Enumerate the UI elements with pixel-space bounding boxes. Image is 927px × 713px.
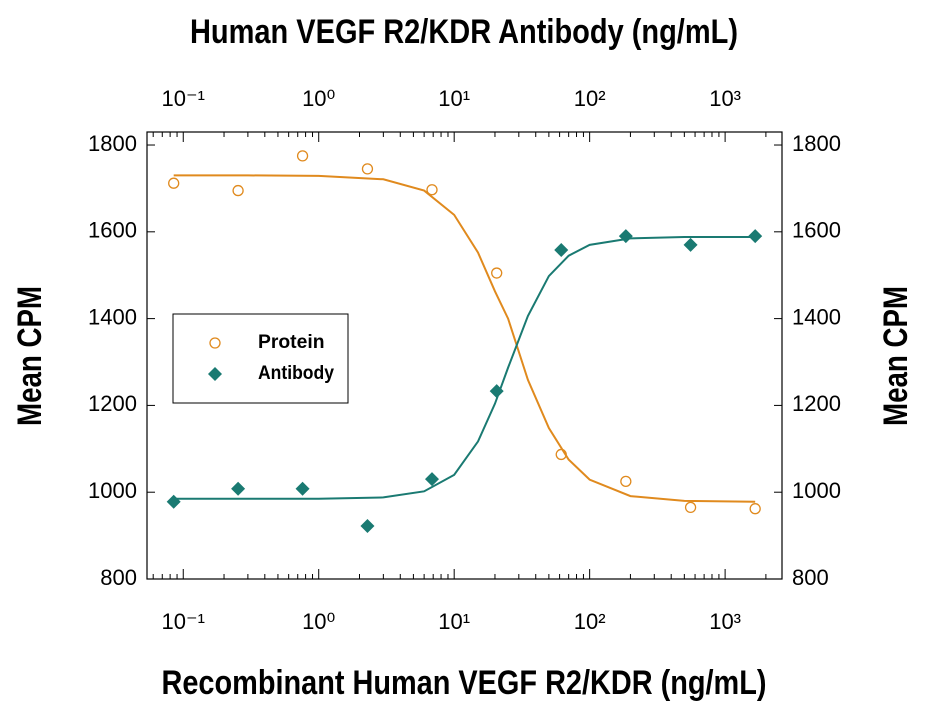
y-tick-label: 1800 [88, 131, 137, 156]
x2-tick-label: 10⁻¹ [162, 86, 205, 111]
y2-tick-label: 800 [792, 565, 829, 590]
point [231, 481, 246, 496]
y-tick-label: 1400 [88, 304, 137, 329]
x2-tick-label: 10³ [709, 86, 741, 111]
point [491, 267, 503, 279]
x2-tick-label: 10¹ [438, 86, 470, 111]
point [489, 384, 504, 399]
x-tick-label: 10⁰ [302, 609, 335, 634]
point [683, 237, 698, 252]
point [426, 184, 438, 196]
y-tick-label: 1200 [88, 391, 137, 416]
point [232, 184, 244, 197]
y2-axis-label: Mean CPM [877, 286, 915, 426]
x-tick-label: 10⁻¹ [162, 609, 205, 634]
point [360, 519, 375, 534]
point [620, 475, 632, 488]
y2-tick-label: 1200 [792, 391, 841, 416]
x2-tick-label: 10⁰ [302, 86, 335, 111]
legend-label: Antibody [258, 363, 334, 384]
fit-line [173, 236, 756, 500]
x-axis-label: Recombinant Human VEGF R2/KDR (ng/mL) [162, 664, 767, 702]
point [166, 494, 181, 509]
point [555, 448, 567, 461]
point [748, 229, 763, 244]
x-tick-label: 10² [574, 609, 606, 634]
fit-line [173, 174, 756, 503]
legend-box [172, 313, 349, 404]
point [296, 150, 309, 162]
plot-frame [146, 131, 783, 580]
y-tick-label: 800 [100, 565, 137, 590]
y-axis-label: Mean CPM [11, 286, 49, 426]
x-tick-label: 10¹ [438, 609, 470, 634]
x-tick-label: 10³ [709, 609, 741, 634]
y-tick-label: 1600 [88, 218, 137, 243]
point [295, 481, 310, 496]
point [361, 163, 374, 175]
legend-marker [208, 367, 222, 381]
point [425, 472, 440, 487]
x2-tick-label: 10² [574, 86, 606, 111]
y2-tick-label: 1000 [792, 478, 841, 503]
point [554, 243, 569, 258]
point [749, 503, 761, 515]
point [168, 177, 180, 189]
y2-tick-label: 1600 [792, 218, 841, 243]
y-tick-label: 1000 [88, 478, 137, 503]
legend-label: Protein [258, 332, 325, 353]
point [684, 501, 697, 514]
legend-marker [209, 337, 221, 349]
y2-tick-label: 1800 [792, 131, 841, 156]
y2-tick-label: 1400 [792, 304, 841, 329]
chart-title: Human VEGF R2/KDR Antibody (ng/mL) [190, 13, 738, 51]
point [618, 229, 633, 244]
